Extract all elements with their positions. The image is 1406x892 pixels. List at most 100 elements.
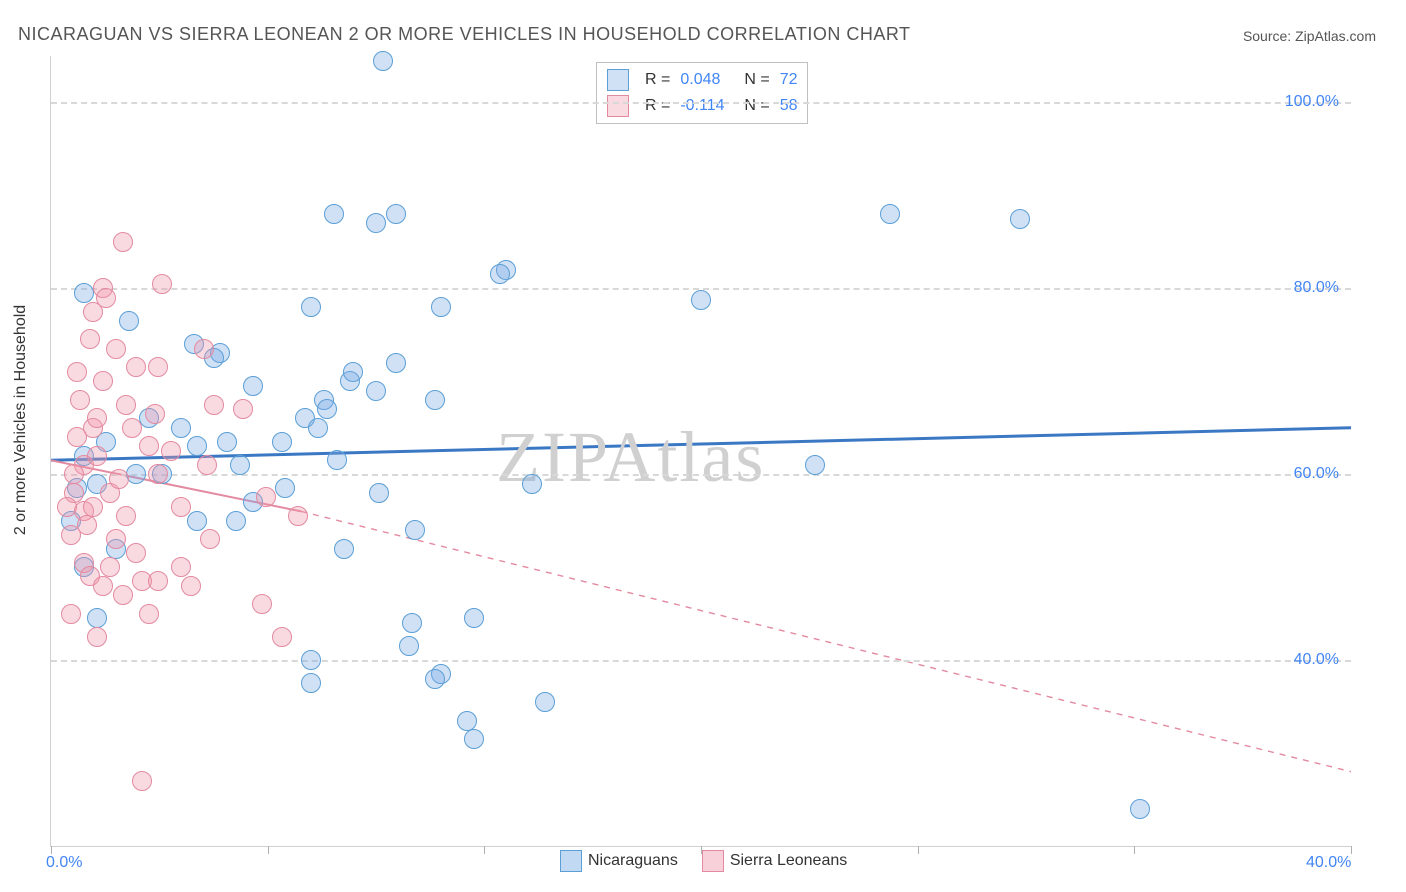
gridline	[51, 660, 1351, 662]
data-point	[535, 692, 555, 712]
stats-legend-box: R =0.048N =72R =-0.114N =58	[596, 62, 808, 124]
legend-label: Nicaraguans	[588, 852, 678, 869]
x-tick	[1351, 846, 1352, 854]
data-point	[308, 418, 328, 438]
y-tick-label: 60.0%	[1294, 465, 1339, 483]
x-tick	[268, 846, 269, 854]
data-point	[301, 673, 321, 693]
x-tick	[51, 846, 52, 854]
trend-line	[301, 511, 1351, 771]
data-point	[113, 232, 133, 252]
y-tick-label: 80.0%	[1294, 279, 1339, 297]
data-point	[490, 264, 510, 284]
data-point	[691, 290, 711, 310]
stat-r-label: R =	[645, 71, 670, 89]
data-point	[317, 399, 337, 419]
data-point	[171, 418, 191, 438]
data-point	[233, 399, 253, 419]
data-point	[243, 376, 263, 396]
x-tick	[1134, 846, 1135, 854]
y-tick-label: 100.0%	[1285, 93, 1339, 111]
data-point	[334, 539, 354, 559]
data-point	[194, 339, 214, 359]
data-point	[386, 204, 406, 224]
data-point	[181, 576, 201, 596]
data-point	[301, 297, 321, 317]
data-point	[230, 455, 250, 475]
legend-swatch	[702, 850, 724, 872]
legend-bottom: Nicaraguans Sierra Leoneans	[560, 850, 847, 872]
chart-title: NICARAGUAN VS SIERRA LEONEAN 2 OR MORE V…	[18, 24, 911, 45]
data-point	[386, 353, 406, 373]
data-point	[425, 669, 445, 689]
data-point	[288, 506, 308, 526]
legend-swatch	[607, 95, 629, 117]
data-point	[148, 357, 168, 377]
data-point	[132, 771, 152, 791]
data-point	[96, 288, 116, 308]
stats-row: R =-0.114N =58	[607, 93, 797, 119]
data-point	[197, 455, 217, 475]
gridline	[51, 102, 1351, 104]
data-point	[152, 274, 172, 294]
stat-n-label: N =	[744, 71, 769, 89]
data-point	[67, 427, 87, 447]
data-point	[522, 474, 542, 494]
data-point	[67, 362, 87, 382]
legend-swatch	[560, 850, 582, 872]
data-point	[87, 627, 107, 647]
source-label: Source: ZipAtlas.com	[1243, 28, 1376, 44]
y-axis-label: 2 or more Vehicles in Household	[12, 305, 30, 535]
data-point	[161, 441, 181, 461]
legend-swatch	[607, 69, 629, 91]
data-point	[324, 204, 344, 224]
trend-lines-layer	[51, 56, 1351, 846]
data-point	[145, 404, 165, 424]
data-point	[256, 487, 276, 507]
data-point	[116, 395, 136, 415]
data-point	[187, 436, 207, 456]
stat-n-value: 58	[780, 97, 798, 115]
data-point	[366, 381, 386, 401]
data-point	[148, 464, 168, 484]
stat-r-value: -0.114	[680, 97, 734, 115]
data-point	[366, 213, 386, 233]
data-point	[93, 371, 113, 391]
legend-item: Sierra Leoneans	[702, 850, 847, 872]
data-point	[119, 311, 139, 331]
data-point	[171, 497, 191, 517]
data-point	[252, 594, 272, 614]
data-point	[1130, 799, 1150, 819]
data-point	[805, 455, 825, 475]
data-point	[171, 557, 191, 577]
data-point	[113, 585, 133, 605]
y-tick-label: 40.0%	[1294, 651, 1339, 669]
data-point	[83, 497, 103, 517]
data-point	[116, 506, 136, 526]
data-point	[74, 283, 94, 303]
data-point	[464, 608, 484, 628]
data-point	[272, 627, 292, 647]
x-tick	[918, 846, 919, 854]
stat-r-label: R =	[645, 97, 670, 115]
data-point	[187, 511, 207, 531]
data-point	[109, 469, 129, 489]
data-point	[272, 432, 292, 452]
data-point	[457, 711, 477, 731]
data-point	[106, 529, 126, 549]
data-point	[880, 204, 900, 224]
data-point	[148, 571, 168, 591]
data-point	[106, 339, 126, 359]
data-point	[369, 483, 389, 503]
data-point	[464, 729, 484, 749]
data-point	[87, 608, 107, 628]
data-point	[226, 511, 246, 531]
data-point	[405, 520, 425, 540]
data-point	[1010, 209, 1030, 229]
data-point	[139, 604, 159, 624]
stat-r-value: 0.048	[680, 71, 734, 89]
data-point	[126, 543, 146, 563]
data-point	[61, 525, 81, 545]
data-point	[301, 650, 321, 670]
data-point	[61, 604, 81, 624]
